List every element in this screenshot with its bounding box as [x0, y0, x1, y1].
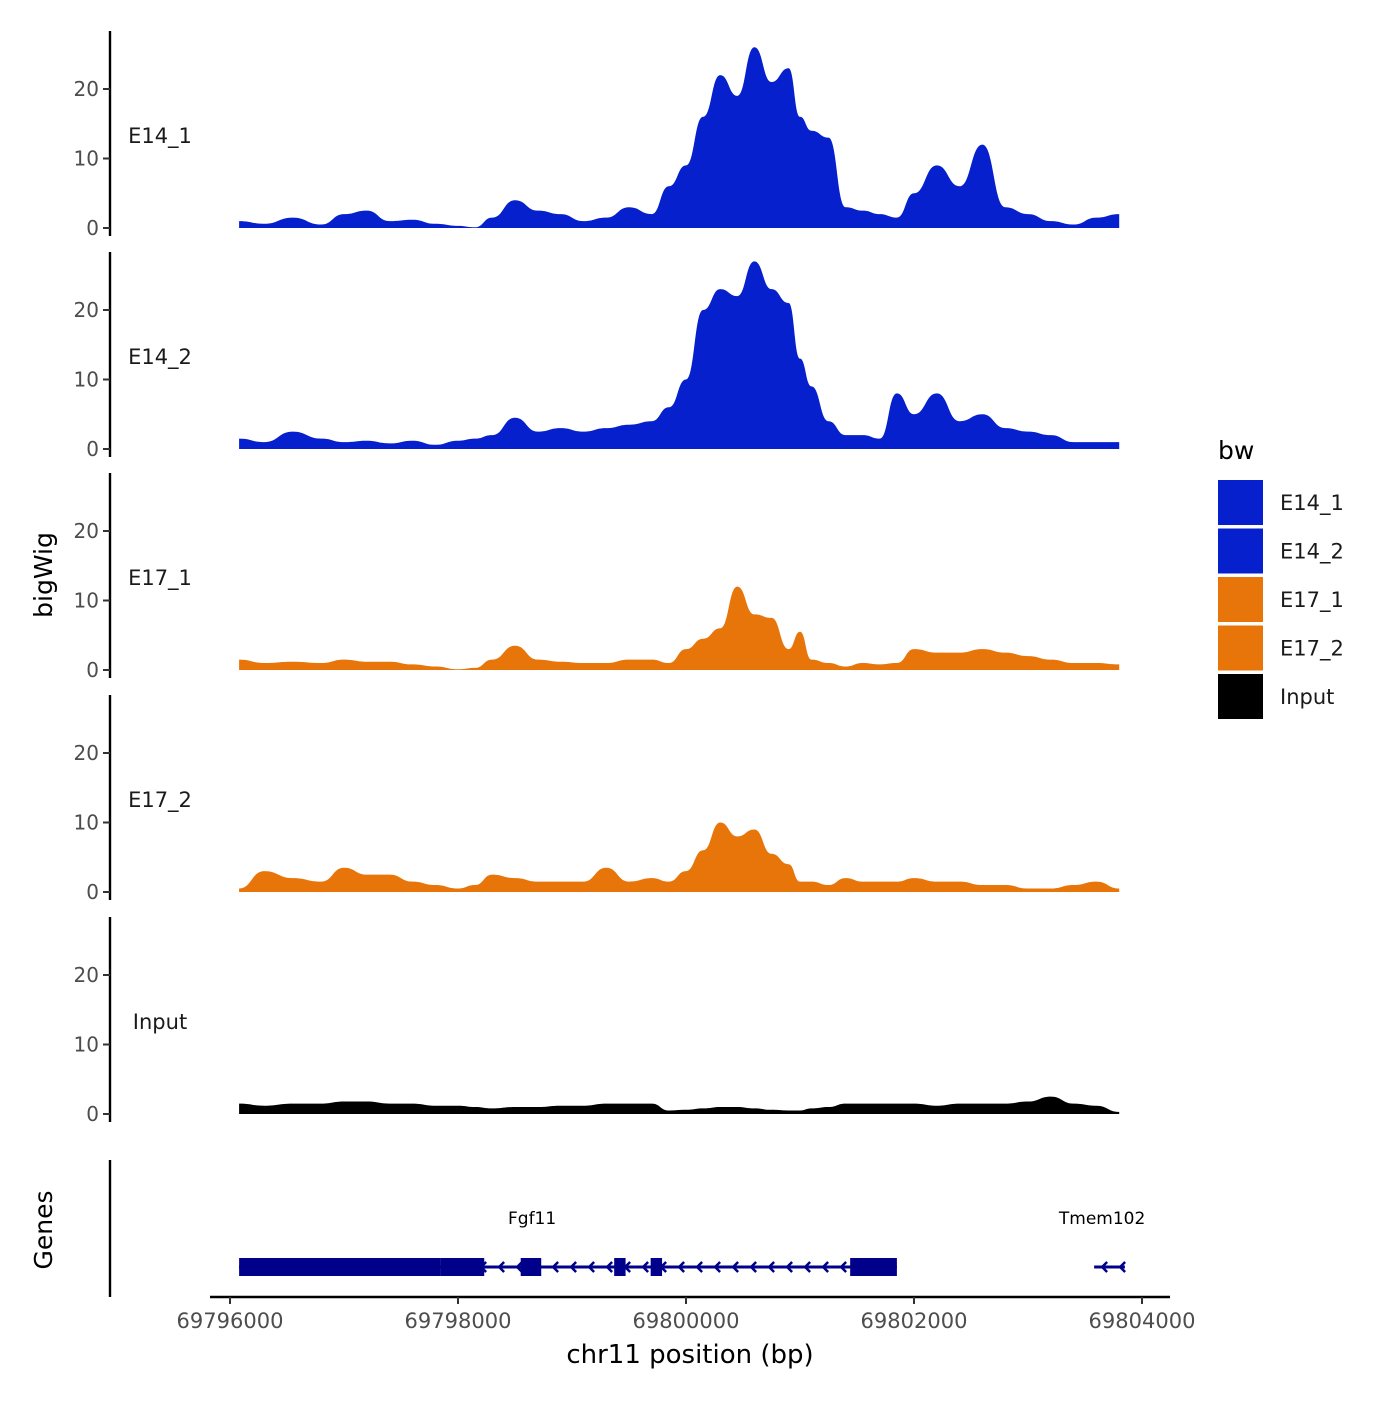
gene-exon [850, 1258, 897, 1276]
x-tick-label: 69796000 [177, 1309, 284, 1333]
gene-label: Tmem102 [1058, 1209, 1145, 1229]
y-axis-label: bigWig [29, 532, 58, 618]
strand-arrow [569, 1261, 578, 1273]
legend-label: E17_1 [1280, 588, 1344, 613]
y-tick-label: 20 [74, 519, 99, 543]
strand-arrow [695, 1261, 704, 1273]
strand-arrow [713, 1261, 722, 1273]
strand-arrow [731, 1261, 740, 1273]
legend-title: bw [1218, 436, 1254, 465]
legend-label: E14_2 [1280, 540, 1344, 565]
strand-arrow [1118, 1261, 1127, 1273]
strand-arrow [605, 1261, 614, 1273]
y-tick-label: 20 [74, 298, 99, 322]
strand-arrow [839, 1261, 848, 1273]
track-e14-2: 0 10 20 E14_2 [74, 252, 1120, 461]
legend-key-e17-1 [1218, 577, 1263, 622]
y-tick-label: 0 [86, 216, 99, 240]
gene-tmem102: Tmem102 [1058, 1209, 1145, 1273]
y-tick-label: 10 [74, 589, 99, 613]
strand-arrow [677, 1261, 686, 1273]
gene-exon [239, 1258, 441, 1276]
signal-area-e14-2 [239, 261, 1120, 449]
strand-arrow [821, 1261, 830, 1273]
strand-arrow [749, 1261, 758, 1273]
legend-key-e14-2 [1218, 528, 1263, 574]
x-tick-label: 69798000 [405, 1309, 512, 1333]
gene-fgf11: Fgf11 [239, 1209, 897, 1276]
y-tick-label: 10 [74, 147, 99, 171]
strand-arrow [803, 1261, 812, 1273]
legend: bw E14_1 E14_2 E17_1 E17_2 Input [1218, 436, 1344, 719]
strand-arrow [767, 1261, 776, 1273]
signal-tracks: 0 10 20 E14_1 0 10 20 E14_2 0 10 20 E17_1 0 10 20 E17_2… [74, 31, 1120, 1126]
x-tick-label: 69800000 [633, 1309, 740, 1333]
track-e14-1: 0 10 20 E14_1 [74, 31, 1120, 240]
track-label: E14_2 [128, 345, 192, 370]
y-tick-label: 10 [74, 368, 99, 392]
strand-arrow [587, 1261, 596, 1273]
y-tick-label: 20 [74, 77, 99, 101]
y-tick-label: 0 [86, 1102, 99, 1126]
gene-exon [440, 1258, 485, 1276]
legend-label: E17_2 [1280, 637, 1344, 662]
signal-area-input [239, 1096, 1120, 1114]
track-label: E14_1 [128, 124, 192, 149]
genes-axis-label: Genes [29, 1190, 58, 1269]
legend-key-e14-1 [1218, 480, 1263, 525]
gene-exon [614, 1258, 626, 1276]
signal-area-e17-2 [239, 822, 1120, 892]
track-label: Input [133, 1010, 187, 1034]
legend-key-input [1218, 674, 1263, 719]
track-label: E17_2 [128, 788, 192, 813]
track-label: E17_1 [128, 566, 192, 591]
strand-arrow [785, 1261, 794, 1273]
y-tick-label: 0 [86, 658, 99, 682]
y-tick-label: 20 [74, 741, 99, 765]
strand-arrow [641, 1261, 650, 1273]
track-e17-2: 0 10 20 E17_2 [74, 695, 1120, 904]
strand-arrow [551, 1261, 560, 1273]
gene-exon [650, 1258, 663, 1276]
strand-arrow [497, 1261, 506, 1273]
legend-key-e17-2 [1218, 625, 1263, 671]
signal-area-e14-1 [239, 47, 1120, 228]
x-tick-label: 69802000 [861, 1309, 968, 1333]
gene-label: Fgf11 [508, 1209, 556, 1229]
strand-arrow [1100, 1261, 1109, 1273]
signal-area-e17-1 [239, 586, 1120, 670]
track-input: 0 10 20 Input [74, 917, 1120, 1126]
gene-exon [520, 1258, 542, 1276]
x-axis-label: chr11 position (bp) [566, 1340, 813, 1370]
strand-arrow [515, 1261, 524, 1273]
y-tick-label: 0 [86, 437, 99, 461]
y-tick-label: 10 [74, 811, 99, 835]
x-tick-label: 69804000 [1089, 1309, 1196, 1333]
legend-label: E14_1 [1280, 491, 1344, 516]
y-tick-label: 20 [74, 963, 99, 987]
legend-label: Input [1280, 685, 1334, 709]
genes-panel: Fgf11 Tmem102 [108, 1160, 1145, 1297]
y-tick-label: 10 [74, 1033, 99, 1057]
track-e17-1: 0 10 20 E17_1 [74, 473, 1120, 682]
x-axis: 69796000 69798000 69800000 69802000 69804000 [177, 1295, 1196, 1333]
y-tick-label: 0 [86, 880, 99, 904]
